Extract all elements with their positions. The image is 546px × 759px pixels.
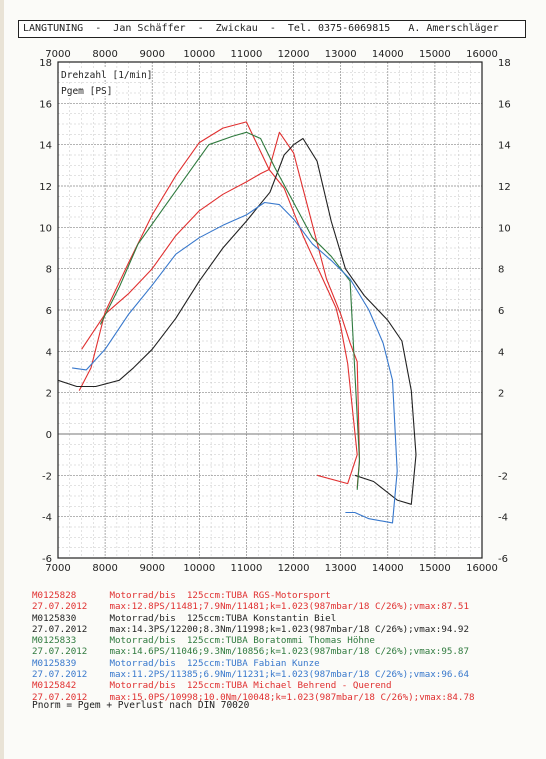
legend-desc: Motorrad/bis 125ccm:TUBA Konstantin Biel (109, 612, 337, 624)
x-tick-label-bottom: 14000 (372, 563, 404, 574)
legend-row-desc: M0125842 Motorrad/bis 125ccm:TUBA Michae… (32, 680, 522, 691)
x-tick-label-top: 11000 (231, 49, 263, 60)
x-tick-label-top: 13000 (325, 49, 357, 60)
legend-date: 27.07.2012 (32, 669, 110, 681)
legend-date: 27.07.2012 (32, 646, 110, 658)
x-tick-label-bottom: 12000 (278, 563, 310, 574)
legend-row-desc: M0125833 Motorrad/bis 125ccm:TUBA Borato… (32, 635, 522, 646)
x-tick-label-top: 9000 (139, 49, 164, 60)
legend-date: 27.07.2012 (32, 601, 110, 613)
x-tick-label-top: 10000 (183, 49, 215, 60)
legend-values: max:12.8PS/11481;7.9Nm/11481;k=1.023(987… (109, 601, 469, 613)
x-tick-label-top: 14000 (372, 49, 404, 60)
y-tick-label-right: 16 (498, 99, 511, 110)
x-tick-label-bottom: 7000 (45, 563, 70, 574)
y-tick-label-left: 12 (39, 182, 52, 193)
y-tick-label-right: -2 (498, 471, 508, 482)
power-curve-M0125833 (99, 131, 361, 490)
x-tick-label-bottom: 11000 (231, 563, 263, 574)
dyno-header: LANGTUNING - Jan Schäffer - Zwickau - Te… (18, 20, 526, 38)
power-axis-label: Pgem [PS] (61, 86, 112, 97)
x-tick-label-bottom: 10000 (183, 563, 215, 574)
legend-row-desc: M0125828 Motorrad/bis 125ccm:TUBA RGS-Mo… (32, 590, 522, 601)
y-tick-label-left: -2 (42, 471, 52, 482)
legend-row-data: 27.07.2012 max:14.3PS/12200;8.3Nm/11998;… (32, 624, 522, 635)
y-tick-label-left: 0 (46, 430, 52, 441)
y-tick-label-left: 14 (39, 141, 52, 152)
legend-id: M0125833 (32, 635, 110, 647)
legend-desc: Motorrad/bis 125ccm:TUBA RGS-Motorsport (109, 590, 331, 601)
rpm-axis-label: Drehzahl [1/min] (61, 70, 153, 81)
y-tick-label-right: 6 (498, 306, 504, 317)
y-tick-label-right: 12 (498, 182, 511, 193)
x-tick-label-top: 15000 (419, 49, 451, 60)
legend-desc: Motorrad/bis 125ccm:TUBA Boratommi Thoma… (109, 635, 375, 647)
legend-row-data: 27.07.2012 max:11.2PS/11385;6.9Nm/11231;… (32, 669, 522, 680)
legend-values: max:14.6PS/11046;9.3Nm/10856;k=1.023(987… (109, 646, 469, 658)
label-bg (59, 84, 115, 96)
legend-desc: Motorrad/bis 125ccm:TUBA Michael Behrend… (109, 680, 392, 692)
legend-id: M0125830 (32, 612, 110, 624)
legend-row-desc: M0125830 Motorrad/bis 125ccm:TUBA Konsta… (32, 613, 522, 624)
y-tick-label-left: -6 (42, 554, 52, 565)
legend-values: max:11.2PS/11385;6.9Nm/11231;k=1.023(987… (109, 669, 469, 681)
x-tick-label-bottom: 9000 (139, 563, 164, 574)
y-tick-label-right: 8 (498, 265, 504, 276)
x-tick-label-top: 16000 (466, 49, 498, 60)
legend-values: max:14.3PS/12200;8.3Nm/11998;k=1.023(987… (109, 623, 469, 635)
legend-date: 27.07.2012 (32, 623, 110, 635)
torque-curve-M0125828 (81, 168, 358, 485)
y-tick-label-left: -4 (42, 513, 52, 524)
x-tick-label-bottom: 8000 (92, 563, 117, 574)
label-bg (59, 68, 151, 80)
x-tick-label-top: 12000 (278, 49, 310, 60)
dyno-chart: 7000 7000 8000 8000 9000 9000 10000 10000 11000 1… (39, 49, 511, 574)
y-tick-label-left: 10 (39, 223, 52, 234)
y-tick-label-right: 14 (498, 141, 511, 152)
scan-edge (0, 0, 4, 759)
y-tick-label-left: 18 (39, 58, 52, 69)
legend-row-data: 27.07.2012 max:14.6PS/11046;9.3Nm/10856;… (32, 646, 522, 657)
x-tick-label-bottom: 13000 (325, 563, 357, 574)
legend-row-data: 27.07.2012 max:12.8PS/11481;7.9Nm/11481;… (32, 601, 522, 612)
y-tick-label-right: 10 (498, 223, 511, 234)
y-tick-label-right: 4 (498, 347, 504, 358)
din-note: Pnorm = Pgem + Pverlust nach DIN 70020 (32, 700, 250, 711)
x-tick-label-bottom: 15000 (419, 563, 451, 574)
plot-frame (57, 61, 483, 559)
y-tick-label-left: 16 (39, 99, 52, 110)
y-tick-label-right: 2 (498, 389, 504, 400)
y-tick-label-right: 18 (498, 58, 511, 69)
legend-desc: Motorrad/bis 125ccm:TUBA Fabian Kunze (109, 657, 320, 669)
legend-row-data: 27.07.2012 max:15.0PS/10998;10.0Nm/10048… (32, 692, 522, 703)
legend-id: M0125842 (32, 680, 110, 692)
x-tick-label-top: 8000 (92, 49, 117, 60)
legend-values: max:15.0PS/10998;10.0Nm/10048;k=1.023(98… (109, 691, 475, 703)
legend-id: M0125828 (32, 590, 110, 601)
x-tick-label-bottom: 16000 (466, 563, 498, 574)
y-tick-label-left: 6 (46, 306, 52, 317)
legend: M0125828 Motorrad/bis 125ccm:TUBA RGS-Mo… (32, 590, 522, 703)
y-tick-label-right: -4 (498, 513, 508, 524)
power-curve-M0125830 (57, 137, 417, 505)
y-tick-label-left: 2 (46, 389, 52, 400)
y-tick-label-left: 8 (46, 265, 52, 276)
y-tick-label-left: 4 (46, 347, 52, 358)
legend-date: 27.07.2012 (32, 691, 110, 703)
y-tick-label-right: -6 (498, 554, 508, 565)
legend-id: M0125839 (32, 657, 110, 669)
x-tick-label-top: 7000 (45, 49, 70, 60)
power-curve-M0125839 (72, 201, 398, 524)
legend-row-desc: M0125839 Motorrad/bis 125ccm:TUBA Fabian… (32, 658, 522, 669)
